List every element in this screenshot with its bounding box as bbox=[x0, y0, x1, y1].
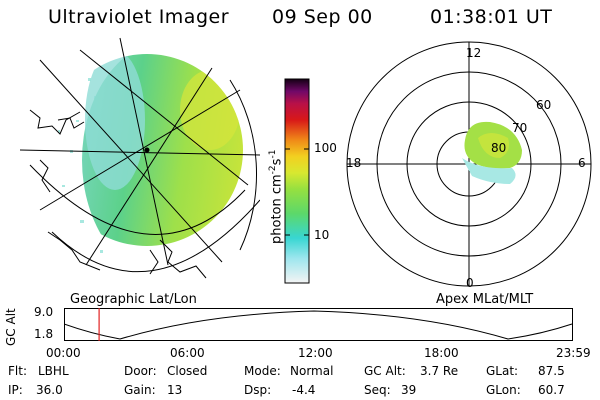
flt-label: Flt: bbox=[8, 364, 27, 378]
geographic-image-panel bbox=[19, 37, 260, 279]
date-label: 09 Sep 00 bbox=[272, 6, 373, 28]
orbit-xtick-4: 23:59 bbox=[556, 346, 591, 360]
orbit-xtick-3: 18:00 bbox=[424, 346, 459, 360]
polar-mlat-mlt-panel bbox=[346, 41, 592, 287]
door-value: Closed bbox=[167, 364, 208, 378]
mlat-60-label: 60 bbox=[536, 98, 552, 112]
colorbar-tick-10: 10 bbox=[314, 228, 330, 242]
glat-label: GLat: bbox=[486, 364, 519, 378]
unit-exp-2: -1 bbox=[268, 149, 278, 159]
orbit-ylabel: GC Alt bbox=[4, 308, 18, 346]
instrument-title: Ultraviolet Imager bbox=[48, 6, 230, 28]
mlat-70-label: 70 bbox=[512, 121, 528, 135]
dsp-label: Dsp: bbox=[244, 383, 272, 397]
lat-lon-grid bbox=[19, 37, 260, 273]
ip-label: IP: bbox=[8, 383, 23, 397]
aurora-blob bbox=[462, 121, 522, 184]
mlt-12-label: 12 bbox=[466, 46, 482, 60]
polar-caption: Apex MLat/MLT bbox=[436, 292, 534, 307]
unit-exp-1: -2 bbox=[268, 165, 278, 175]
colorbar-unit-label: photon cm-2s-1 bbox=[268, 150, 284, 244]
dsp-value: -4.4 bbox=[292, 383, 316, 397]
glon-value: 60.7 bbox=[538, 383, 565, 397]
gain-label: Gain: bbox=[124, 383, 156, 397]
polar-grid bbox=[346, 41, 592, 287]
time-label: 01:38:01 UT bbox=[430, 6, 553, 28]
geographic-caption: Geographic Lat/Lon bbox=[70, 292, 197, 307]
mode-value: Normal bbox=[290, 364, 334, 378]
orbit-ytick-bottom: 1.8 bbox=[34, 327, 54, 341]
mlt-0-label: 0 bbox=[466, 276, 474, 290]
orbit-xtick-2: 12:00 bbox=[298, 346, 333, 360]
glon-label: GLon: bbox=[486, 383, 521, 397]
mlt-6-label: 6 bbox=[578, 156, 586, 170]
orbit-ylabel-wrap: GC Alt bbox=[0, 308, 25, 348]
orbit-xtick-1: 06:00 bbox=[170, 346, 205, 360]
orbit-altitude-plot bbox=[64, 308, 573, 341]
mlt-18-label: 18 bbox=[346, 156, 362, 170]
colorbar-tick-100: 100 bbox=[314, 141, 337, 155]
gain-value: 13 bbox=[167, 383, 183, 397]
unit-text-s: s bbox=[269, 158, 285, 166]
orbit-ytick-top: 9.0 bbox=[34, 305, 54, 319]
door-label: Door: bbox=[124, 364, 157, 378]
glat-value: 87.5 bbox=[538, 364, 565, 378]
flt-value: LBHL bbox=[38, 364, 69, 378]
seq-label: Seq: bbox=[364, 383, 391, 397]
mlat-80-label: 80 bbox=[491, 141, 507, 155]
orbit-altitude-curve bbox=[64, 310, 573, 340]
earth-image-disk bbox=[82, 54, 243, 246]
gc-alt-label: GC Alt: bbox=[364, 364, 406, 378]
unit-text: photon cm bbox=[269, 174, 285, 244]
seq-value: 39 bbox=[401, 383, 417, 397]
ip-value: 36.0 bbox=[36, 383, 63, 397]
gc-alt-value: 3.7 Re bbox=[420, 364, 459, 378]
orbit-xtick-0: 00:00 bbox=[46, 346, 81, 360]
mode-label: Mode: bbox=[244, 364, 281, 378]
colorbar bbox=[284, 78, 310, 284]
pole-marker bbox=[144, 147, 150, 153]
